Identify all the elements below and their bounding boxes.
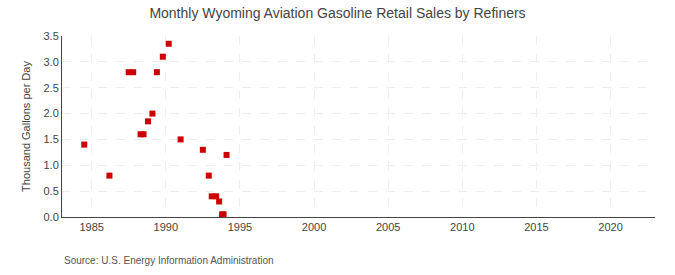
svg-text:2.5: 2.5: [44, 82, 59, 94]
svg-text:3.0: 3.0: [44, 56, 59, 68]
svg-text:2010: 2010: [450, 221, 474, 233]
svg-text:Thousand Gallons per Day: Thousand Gallons per Day: [20, 61, 32, 192]
svg-text:2015: 2015: [524, 221, 548, 233]
svg-text:Source: U.S. Energy Informatio: Source: U.S. Energy Information Administ…: [64, 255, 274, 266]
svg-text:2000: 2000: [302, 221, 326, 233]
svg-text:1990: 1990: [154, 221, 178, 233]
svg-text:0.5: 0.5: [44, 185, 59, 197]
svg-text:1.5: 1.5: [44, 133, 59, 145]
svg-text:3.5: 3.5: [44, 30, 59, 42]
svg-text:2.0: 2.0: [44, 107, 59, 119]
svg-text:Monthly Wyoming Aviation Gasol: Monthly Wyoming Aviation Gasoline Retail…: [149, 5, 525, 21]
svg-text:2005: 2005: [376, 221, 400, 233]
svg-text:0.0: 0.0: [44, 211, 59, 223]
svg-text:1985: 1985: [79, 221, 103, 233]
svg-text:1995: 1995: [228, 221, 252, 233]
svg-text:1.0: 1.0: [44, 159, 59, 171]
svg-text:2020: 2020: [598, 221, 622, 233]
